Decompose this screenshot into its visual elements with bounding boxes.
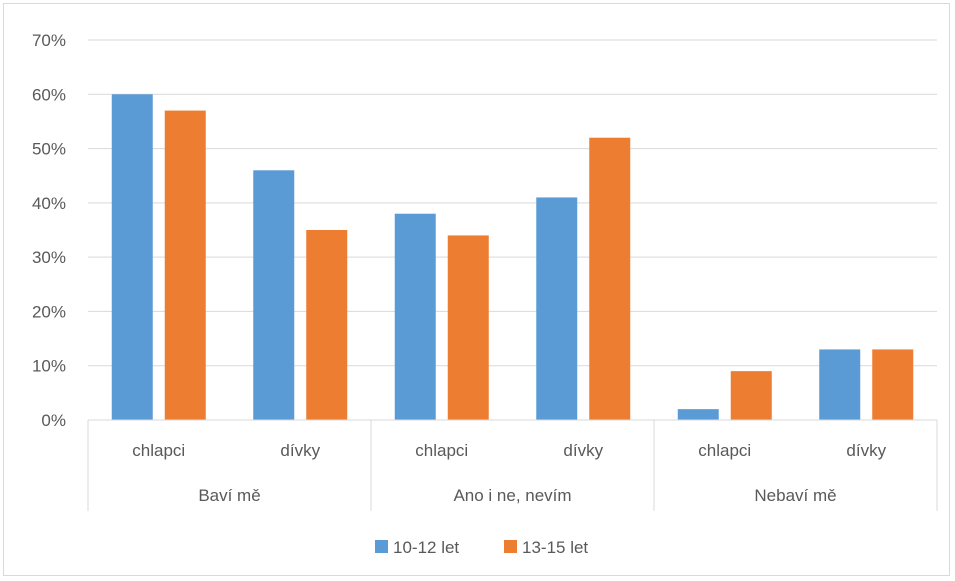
x-category-label: chlapci: [415, 441, 468, 460]
x-category-label: dívky: [846, 441, 886, 460]
bar: [253, 170, 295, 420]
bar: [164, 110, 206, 421]
legend-swatch: [375, 540, 388, 553]
bar: [394, 213, 436, 420]
bar: [730, 371, 772, 420]
bar: [447, 235, 489, 420]
y-tick-label: 40%: [32, 194, 66, 213]
x-axis-category-labels: chlapci dívky chlapci dívky chlapci dívky Baví…: [132, 441, 886, 505]
bar: [872, 349, 914, 420]
y-tick-label: 20%: [32, 302, 66, 321]
x-group-label: Ano i ne, nevím: [453, 486, 571, 505]
y-tick-label: 50%: [32, 140, 66, 159]
y-tick-label: 60%: [32, 85, 66, 104]
y-tick-label: 10%: [32, 357, 66, 376]
y-tick-label: 0%: [41, 411, 66, 430]
legend-label: 13-15 let: [522, 538, 588, 557]
bars: [111, 94, 914, 421]
bar: [536, 197, 578, 420]
y-tick-label: 30%: [32, 248, 66, 267]
x-group-label: Nebaví mě: [754, 486, 836, 505]
bar: [819, 349, 861, 420]
x-category-label: dívky: [280, 441, 320, 460]
bar: [306, 230, 348, 420]
x-group-label: Baví mě: [198, 486, 260, 505]
y-tick-label: 70%: [32, 31, 66, 50]
bar: [111, 94, 153, 421]
bar: [589, 137, 631, 420]
gridlines: [88, 39, 937, 367]
x-axis: [87, 419, 938, 511]
y-axis-tick-labels: 0% 10% 20% 30% 40% 50% 60% 70%: [32, 31, 66, 430]
x-category-label: dívky: [563, 441, 603, 460]
x-category-label: chlapci: [698, 441, 751, 460]
bar: [677, 409, 719, 420]
legend-label: 10-12 let: [393, 538, 459, 557]
legend: 10-12 let 13-15 let: [375, 538, 588, 557]
legend-swatch: [504, 540, 517, 553]
x-category-label: chlapci: [132, 441, 185, 460]
